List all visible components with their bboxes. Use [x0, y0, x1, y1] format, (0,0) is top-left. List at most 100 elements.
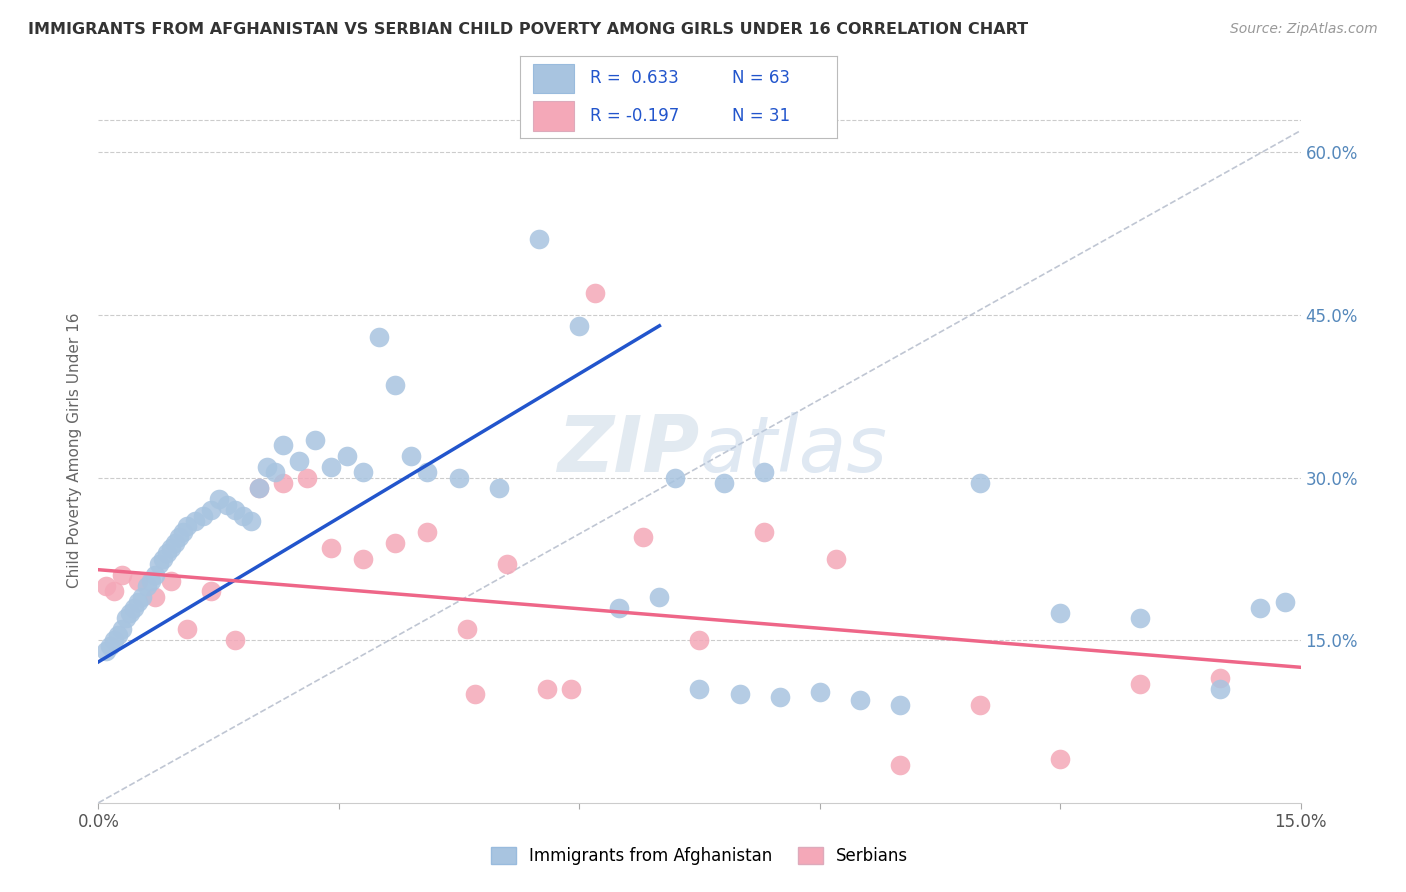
Point: [107, 628, 129, 642]
Point: [352, 552, 374, 566]
Text: R = -0.197: R = -0.197: [591, 107, 679, 125]
Point: [456, 623, 478, 637]
Point: [384, 535, 406, 549]
Point: [247, 482, 270, 496]
Point: [368, 329, 391, 343]
Point: [529, 232, 551, 246]
Point: [128, 574, 150, 588]
Point: [752, 524, 775, 539]
FancyBboxPatch shape: [533, 102, 574, 131]
Point: [1129, 676, 1152, 690]
Point: [384, 378, 406, 392]
Point: [176, 623, 198, 637]
Text: ZIP: ZIP: [557, 412, 700, 489]
Point: [115, 611, 138, 625]
Point: [583, 286, 606, 301]
Point: [536, 681, 558, 696]
Point: [808, 685, 831, 699]
Text: IMMIGRANTS FROM AFGHANISTAN VS SERBIAN CHILD POVERTY AMONG GIRLS UNDER 16 CORREL: IMMIGRANTS FROM AFGHANISTAN VS SERBIAN C…: [28, 22, 1028, 37]
Point: [849, 693, 872, 707]
Point: [143, 590, 166, 604]
Point: [295, 470, 318, 484]
FancyBboxPatch shape: [533, 63, 574, 93]
Point: [215, 498, 238, 512]
Point: [191, 508, 214, 523]
Point: [172, 524, 194, 539]
Y-axis label: Child Poverty Among Girls Under 16: Child Poverty Among Girls Under 16: [67, 313, 83, 588]
Point: [111, 568, 134, 582]
Point: [224, 503, 246, 517]
Point: [163, 535, 186, 549]
Point: [416, 465, 439, 479]
Point: [824, 552, 846, 566]
Point: [143, 568, 166, 582]
Text: N = 63: N = 63: [733, 70, 790, 87]
Point: [103, 633, 125, 648]
Point: [1209, 681, 1232, 696]
Point: [183, 514, 205, 528]
Point: [139, 574, 162, 588]
Point: [1209, 671, 1232, 685]
Point: [752, 465, 775, 479]
Point: [496, 558, 519, 572]
Point: [232, 508, 254, 523]
Point: [1274, 595, 1296, 609]
Point: [769, 690, 792, 704]
Point: [319, 541, 342, 555]
Point: [135, 579, 157, 593]
Point: [568, 318, 591, 333]
Point: [464, 687, 486, 701]
Point: [239, 514, 262, 528]
Text: N = 31: N = 31: [733, 107, 790, 125]
Point: [447, 470, 470, 484]
Point: [120, 606, 142, 620]
Point: [728, 687, 751, 701]
Point: [1129, 611, 1152, 625]
Point: [159, 541, 181, 555]
Point: [399, 449, 422, 463]
Point: [103, 584, 125, 599]
Point: [200, 584, 222, 599]
Point: [271, 475, 294, 490]
Text: R =  0.633: R = 0.633: [591, 70, 679, 87]
Point: [148, 558, 170, 572]
Point: [352, 465, 374, 479]
Point: [609, 600, 631, 615]
Text: atlas: atlas: [700, 412, 887, 489]
Point: [224, 633, 246, 648]
Point: [152, 552, 174, 566]
Point: [664, 470, 686, 484]
Point: [96, 644, 118, 658]
Point: [304, 433, 326, 447]
Point: [689, 633, 711, 648]
Point: [159, 574, 181, 588]
Point: [100, 639, 122, 653]
Point: [176, 519, 198, 533]
Point: [247, 482, 270, 496]
Point: [889, 757, 911, 772]
Point: [319, 459, 342, 474]
Point: [271, 438, 294, 452]
Point: [633, 530, 655, 544]
Point: [488, 482, 510, 496]
Point: [889, 698, 911, 713]
Legend: Immigrants from Afghanistan, Serbians: Immigrants from Afghanistan, Serbians: [484, 840, 915, 872]
Point: [124, 600, 146, 615]
Point: [1049, 752, 1071, 766]
Point: [96, 579, 118, 593]
Point: [128, 595, 150, 609]
Point: [1250, 600, 1272, 615]
Point: [111, 623, 134, 637]
Point: [969, 475, 991, 490]
Point: [560, 681, 582, 696]
Point: [689, 681, 711, 696]
Point: [1049, 606, 1071, 620]
Point: [648, 590, 671, 604]
Text: Source: ZipAtlas.com: Source: ZipAtlas.com: [1230, 22, 1378, 37]
Point: [256, 459, 278, 474]
Point: [416, 524, 439, 539]
Point: [288, 454, 311, 468]
Point: [263, 465, 285, 479]
Point: [131, 590, 153, 604]
Point: [200, 503, 222, 517]
